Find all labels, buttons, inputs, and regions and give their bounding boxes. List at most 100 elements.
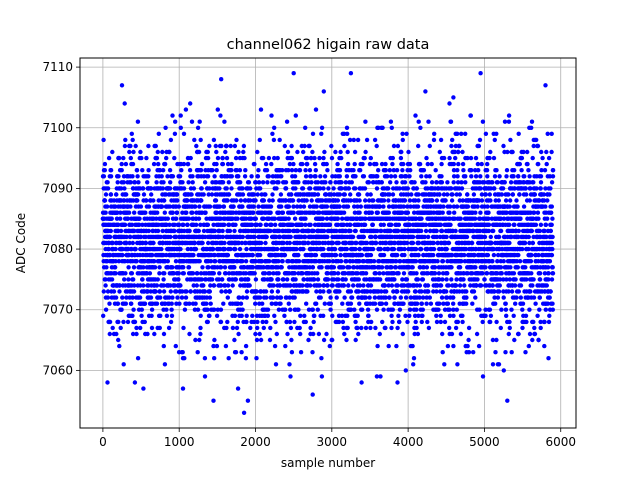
data-point bbox=[122, 277, 127, 282]
data-point bbox=[360, 307, 365, 312]
data-point bbox=[215, 107, 220, 112]
data-point bbox=[257, 331, 262, 337]
data-point bbox=[173, 119, 178, 124]
data-point bbox=[315, 277, 321, 282]
data-point bbox=[480, 271, 485, 276]
data-point bbox=[312, 313, 317, 318]
data-point bbox=[388, 180, 393, 185]
data-point bbox=[260, 180, 266, 185]
data-point bbox=[441, 155, 447, 161]
data-point bbox=[374, 161, 379, 167]
data-point bbox=[132, 319, 138, 325]
data-point bbox=[197, 204, 202, 209]
data-point bbox=[431, 137, 437, 143]
data-point bbox=[288, 374, 293, 379]
data-point bbox=[296, 307, 301, 312]
data-point bbox=[328, 307, 333, 312]
data-point bbox=[270, 131, 275, 136]
data-point bbox=[438, 222, 443, 227]
data-point bbox=[265, 180, 270, 185]
data-point bbox=[336, 277, 341, 282]
data-point bbox=[390, 155, 395, 161]
data-point bbox=[409, 192, 414, 197]
data-point bbox=[284, 119, 290, 124]
data-point bbox=[240, 307, 245, 312]
data-point bbox=[214, 161, 219, 167]
data-point bbox=[308, 222, 313, 227]
data-point bbox=[333, 149, 338, 155]
data-point bbox=[128, 234, 133, 240]
data-point bbox=[383, 325, 388, 331]
data-point bbox=[255, 192, 260, 197]
data-point bbox=[162, 210, 167, 215]
data-point bbox=[321, 155, 326, 161]
data-point bbox=[395, 283, 400, 288]
data-point bbox=[186, 216, 191, 221]
data-point bbox=[233, 246, 238, 252]
data-point bbox=[371, 198, 376, 203]
data-point bbox=[220, 180, 226, 185]
data-point bbox=[242, 174, 248, 179]
data-point bbox=[345, 161, 351, 167]
data-point bbox=[328, 295, 333, 300]
data-point bbox=[363, 295, 368, 300]
data-point bbox=[103, 277, 108, 282]
data-point bbox=[283, 343, 288, 349]
data-point bbox=[135, 356, 141, 361]
data-point bbox=[337, 168, 343, 173]
data-point bbox=[410, 240, 416, 246]
data-point bbox=[187, 301, 192, 306]
data-point bbox=[280, 168, 285, 173]
data-point bbox=[440, 277, 445, 282]
data-point bbox=[198, 137, 203, 143]
data-point bbox=[252, 234, 257, 240]
data-point bbox=[434, 180, 439, 185]
data-point bbox=[394, 180, 399, 185]
data-point bbox=[357, 246, 362, 252]
data-point bbox=[158, 295, 163, 300]
data-point bbox=[161, 180, 166, 185]
data-point bbox=[325, 283, 330, 288]
data-point bbox=[285, 331, 290, 337]
data-point bbox=[199, 198, 204, 203]
data-point bbox=[453, 228, 458, 234]
data-point bbox=[131, 307, 136, 312]
data-point bbox=[148, 295, 154, 300]
data-point bbox=[154, 283, 160, 288]
data-point bbox=[213, 143, 218, 149]
data-point bbox=[102, 161, 108, 167]
data-point bbox=[199, 161, 205, 167]
data-point bbox=[139, 307, 144, 312]
data-point bbox=[253, 301, 258, 306]
data-point bbox=[263, 192, 268, 197]
data-point bbox=[264, 234, 269, 240]
data-point bbox=[235, 319, 240, 325]
data-point bbox=[148, 186, 154, 191]
data-point bbox=[141, 192, 147, 197]
data-point bbox=[258, 186, 263, 191]
data-point bbox=[222, 240, 227, 246]
data-point bbox=[152, 259, 157, 264]
data-point bbox=[434, 228, 439, 234]
data-point bbox=[359, 252, 365, 258]
data-point bbox=[191, 252, 196, 258]
data-point bbox=[169, 313, 175, 318]
data-point bbox=[247, 283, 252, 288]
data-point bbox=[157, 265, 162, 270]
data-point bbox=[236, 174, 241, 179]
data-point bbox=[375, 343, 380, 349]
data-point bbox=[380, 125, 385, 130]
data-point bbox=[361, 174, 367, 179]
data-point bbox=[330, 337, 335, 343]
data-point bbox=[366, 313, 371, 318]
data-point bbox=[122, 101, 127, 106]
data-point bbox=[253, 277, 259, 282]
data-point bbox=[344, 125, 350, 130]
data-point bbox=[469, 168, 474, 173]
data-point bbox=[282, 313, 287, 318]
data-point bbox=[106, 246, 111, 252]
data-point bbox=[451, 180, 456, 185]
data-point bbox=[402, 198, 408, 203]
data-point bbox=[303, 168, 308, 173]
